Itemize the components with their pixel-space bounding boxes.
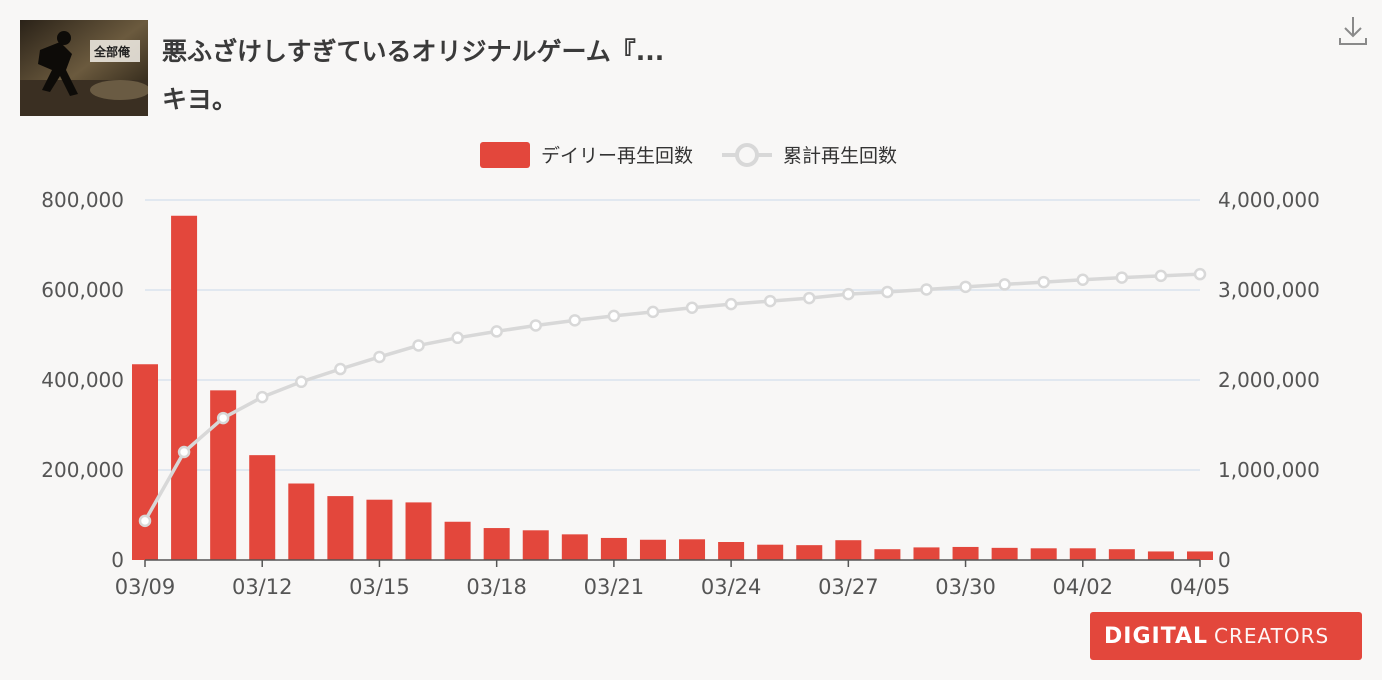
video-title[interactable]: 悪ふざけしすぎているオリジナルゲーム『... キヨ。 (162, 28, 922, 124)
cumulative-point[interactable] (646, 305, 660, 319)
cumulative-point[interactable] (373, 350, 386, 364)
daily-bar[interactable] (952, 546, 979, 560)
legend-label-daily[interactable]: デイリー再生回数 (541, 145, 693, 167)
cumulative-point[interactable] (568, 314, 582, 327)
cumulative-point[interactable] (1193, 267, 1207, 281)
daily-bar[interactable] (1108, 549, 1135, 560)
y-left-tick-label: 800,000 (41, 188, 124, 212)
x-tick-label: 03/30 (935, 575, 996, 599)
y-left-tick-label: 600,000 (41, 278, 124, 302)
y-right-tick-label: 0 (1218, 548, 1231, 572)
daily-bar[interactable] (1147, 551, 1174, 560)
logo-part-creators: CREATORS (1214, 624, 1330, 648)
x-tick-label: 03/21 (584, 575, 645, 599)
cumulative-point[interactable] (959, 280, 972, 294)
cumulative-point[interactable] (177, 445, 191, 459)
cumulative-point[interactable] (529, 319, 542, 332)
daily-bar[interactable] (132, 364, 158, 560)
daily-bar[interactable] (835, 540, 862, 560)
cumulative-polyline (143, 272, 1201, 522)
cumulative-point[interactable] (607, 309, 621, 323)
legend-bar-swatch[interactable] (480, 142, 530, 168)
y-right-tick-label: 1,000,000 (1218, 458, 1320, 482)
legend-line-marker (735, 143, 759, 167)
daily-bar[interactable] (1069, 548, 1096, 560)
daily-bar[interactable] (639, 539, 666, 560)
daily-bar[interactable] (561, 534, 588, 560)
x-tick-label: 04/02 (1053, 575, 1114, 599)
logo-part-digital: DIGITAL (1104, 623, 1209, 649)
cumulative-point[interactable] (138, 514, 152, 528)
x-tick-label: 03/18 (466, 575, 527, 599)
cumulative-point[interactable] (1154, 269, 1168, 283)
daily-bar[interactable] (288, 483, 315, 561)
cumulative-point[interactable] (490, 325, 503, 338)
daily-bar[interactable] (600, 537, 627, 560)
x-tick-label: 03/09 (115, 575, 176, 599)
cumulative-point[interactable] (881, 285, 894, 299)
video-thumbnail[interactable]: 全部俺 (20, 20, 148, 116)
cumulative-point[interactable] (1037, 275, 1050, 289)
daily-bar[interactable] (718, 542, 745, 560)
y-left-tick-label: 400,000 (41, 368, 124, 392)
cumulative-point[interactable] (685, 301, 699, 314)
cumulative-point[interactable] (998, 278, 1011, 291)
thumbnail-image: 全部俺 (20, 20, 148, 116)
views-chart: デイリー再生回数 累計再生回数 0 0 200,000 1,000,000 400,00… (41, 142, 1320, 599)
x-tick-label: 03/12 (232, 575, 293, 599)
daily-bar[interactable] (991, 547, 1018, 560)
daily-bar[interactable] (483, 528, 510, 560)
cumulative-point[interactable] (295, 375, 308, 389)
cumulative-point[interactable] (334, 362, 347, 376)
y-right-tick-label: 3,000,000 (1218, 278, 1320, 302)
cumulative-point[interactable] (216, 411, 230, 425)
axes: 0 0 200,000 1,000,000 400,000 2,000,000 600,00… (41, 188, 1320, 599)
grid-lines (145, 199, 1200, 471)
daily-bar[interactable] (757, 544, 784, 560)
y-right-tick-label: 2,000,000 (1218, 368, 1320, 392)
y-left-tick-label: 200,000 (41, 458, 124, 482)
cumulative-point[interactable] (920, 283, 933, 296)
daily-bar[interactable] (1030, 548, 1057, 560)
chart-legend: デイリー再生回数 累計再生回数 (480, 142, 897, 168)
video-title-line-2: キヨ。 (162, 85, 238, 114)
cumulative-point[interactable] (803, 291, 816, 305)
daily-bar[interactable] (444, 521, 471, 560)
x-tick-label: 03/27 (818, 575, 879, 599)
daily-bar[interactable] (913, 547, 940, 560)
daily-bar[interactable] (874, 549, 901, 560)
y-right-tick-label: 4,000,000 (1218, 188, 1320, 212)
daily-bar[interactable] (796, 545, 823, 560)
x-tick-label: 04/05 (1170, 575, 1231, 599)
cumulative-point[interactable] (724, 297, 738, 311)
digital-creators-logo: DIGITAL CREATORS (1090, 612, 1362, 660)
daily-bar[interactable] (366, 499, 393, 560)
cumulative-point[interactable] (842, 287, 855, 301)
cumulative-point[interactable] (412, 339, 425, 352)
thumbnail-text: 全部俺 (93, 44, 131, 59)
legend-label-cumulative[interactable]: 累計再生回数 (783, 145, 897, 167)
y-left-tick-label: 0 (111, 548, 124, 572)
daily-bars (132, 215, 1213, 561)
download-icon (1339, 17, 1367, 45)
x-tick-label: 03/15 (349, 575, 410, 599)
daily-bar[interactable] (249, 455, 276, 560)
cumulative-point[interactable] (1076, 273, 1090, 286)
cumulative-line (138, 267, 1207, 528)
daily-bar[interactable] (327, 496, 354, 560)
daily-bar[interactable] (171, 215, 198, 560)
daily-bar[interactable] (522, 530, 549, 560)
cumulative-point[interactable] (1115, 271, 1129, 284)
daily-bar[interactable] (1187, 551, 1213, 560)
download-button[interactable] (1336, 14, 1370, 48)
x-tick-label: 03/24 (701, 575, 762, 599)
cumulative-point[interactable] (763, 294, 777, 308)
daily-bar[interactable] (405, 502, 432, 560)
daily-bar[interactable] (679, 539, 706, 560)
cumulative-point[interactable] (451, 331, 464, 345)
video-title-line-1: 悪ふざけしすぎているオリジナルゲーム『... (162, 37, 665, 66)
cumulative-point[interactable] (255, 390, 269, 404)
